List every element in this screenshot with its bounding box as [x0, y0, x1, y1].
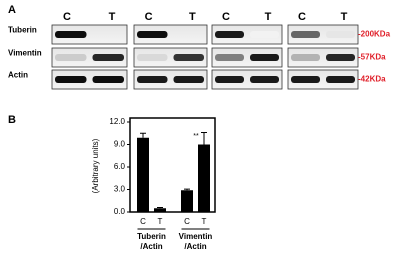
band — [55, 31, 87, 38]
blot — [133, 24, 208, 45]
band — [291, 76, 320, 83]
blot — [287, 24, 359, 45]
blot — [51, 69, 128, 90]
lane-label: C — [63, 11, 71, 23]
band — [215, 31, 244, 38]
y-tick-label: 0.0 — [114, 207, 126, 216]
group-label: Vimentin — [179, 232, 213, 241]
y-tick-label: 6.0 — [114, 162, 126, 171]
band — [250, 54, 279, 61]
band — [250, 31, 279, 38]
band — [326, 54, 355, 61]
band — [173, 76, 204, 83]
blot — [133, 69, 208, 90]
size-label: -57KDa — [358, 53, 386, 62]
bar — [198, 144, 210, 212]
band — [92, 54, 124, 61]
band — [55, 54, 87, 61]
panel-label: A — [8, 4, 16, 16]
x-tick-label: T — [202, 217, 207, 226]
band — [55, 76, 87, 83]
group-label: /Actin — [140, 242, 162, 251]
blot — [51, 47, 128, 68]
blot — [287, 47, 359, 68]
band — [291, 31, 320, 38]
band — [92, 76, 124, 83]
bar — [181, 190, 193, 212]
bar — [137, 137, 149, 212]
blot — [287, 69, 359, 90]
row-label: Actin — [8, 71, 28, 80]
lane-label: C — [222, 11, 230, 23]
blot — [211, 24, 283, 45]
size-label: -42KDa — [358, 75, 386, 84]
group-label: Tuberin — [137, 232, 166, 241]
band — [215, 76, 244, 83]
lane-label: T — [189, 11, 196, 23]
band — [137, 76, 168, 83]
y-tick-label: 9.0 — [114, 140, 126, 149]
lane-label: T — [265, 11, 272, 23]
lane-label: C — [298, 11, 306, 23]
band — [215, 54, 244, 61]
band — [250, 76, 279, 83]
band — [326, 76, 355, 83]
plot-frame — [129, 117, 216, 213]
band — [326, 31, 355, 38]
y-tick-label: 12.0 — [109, 117, 125, 126]
lane-label: C — [145, 11, 153, 23]
lane-label: T — [109, 11, 116, 23]
band — [137, 54, 168, 61]
bar — [154, 208, 166, 212]
panel-label: B — [8, 114, 16, 126]
annotation: ** — [193, 133, 199, 140]
y-axis-label: (Arbitrary units) — [91, 138, 100, 193]
size-label: -200KDa — [358, 30, 391, 39]
row-label: Vimentin — [8, 49, 42, 58]
row-label: Tuberin — [8, 26, 37, 35]
x-tick-label: C — [184, 217, 190, 226]
blot — [211, 69, 283, 90]
x-tick-label: T — [158, 217, 163, 226]
blot — [211, 47, 283, 68]
group-label: /Actin — [184, 242, 206, 251]
blot — [51, 24, 128, 45]
band — [291, 54, 320, 61]
x-tick-label: C — [140, 217, 146, 226]
band — [137, 31, 168, 38]
band — [173, 54, 204, 61]
y-tick-label: 3.0 — [114, 185, 126, 194]
lane-label: T — [341, 11, 348, 23]
blot — [133, 47, 208, 68]
